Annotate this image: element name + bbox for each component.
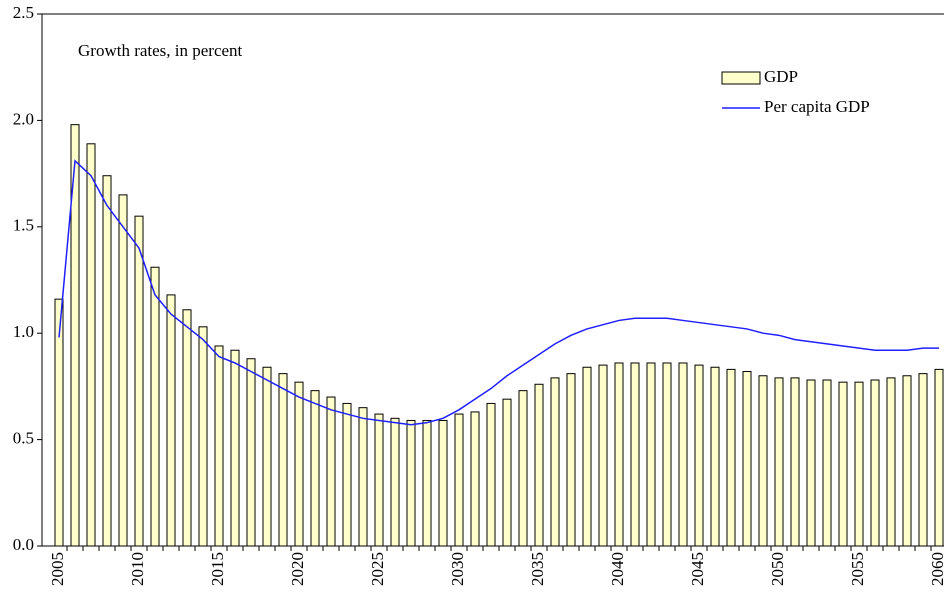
- bar: [294, 381, 304, 547]
- bar: [374, 413, 384, 547]
- bar: [630, 362, 640, 547]
- bar: [470, 411, 480, 547]
- bar: [598, 364, 608, 547]
- bar: [438, 419, 448, 547]
- bar: [54, 298, 64, 547]
- bar: [262, 366, 272, 547]
- bar: [582, 366, 592, 547]
- x-tick-label: 2045: [688, 552, 707, 586]
- bar: [310, 390, 320, 547]
- bar: [502, 398, 512, 547]
- bar: [134, 215, 144, 547]
- bar: [838, 381, 848, 547]
- legend-swatch: [721, 71, 761, 85]
- bar: [726, 368, 736, 547]
- bar: [902, 375, 912, 547]
- x-tick-label: 2020: [288, 552, 307, 586]
- x-tick-label: 2030: [448, 552, 467, 586]
- line: [58, 159, 939, 426]
- bar: [742, 371, 752, 547]
- bar: [102, 175, 112, 547]
- x-tick-label: 2015: [208, 552, 227, 586]
- bar: [422, 419, 432, 547]
- x-tick-label: 2025: [368, 552, 387, 586]
- legend-label: GDP: [764, 67, 798, 86]
- y-tick-label: 2.0: [13, 109, 34, 128]
- y-tick-label: 0.5: [13, 429, 34, 448]
- bar: [758, 375, 768, 547]
- bar: [166, 294, 176, 547]
- bar: [918, 373, 928, 547]
- legend-label: Per capita GDP: [764, 97, 870, 116]
- x-tick-label: 2035: [528, 552, 547, 586]
- bar: [454, 413, 464, 547]
- bar: [342, 402, 352, 547]
- y-tick-label: 1.0: [13, 322, 34, 341]
- x-tick-label: 2005: [48, 552, 67, 586]
- bar: [198, 326, 208, 547]
- bar: [774, 377, 784, 547]
- bar: [518, 390, 528, 547]
- annotation: Growth rates, in percent: [78, 41, 243, 60]
- y-tick-label: 0.0: [13, 535, 34, 554]
- bar: [614, 362, 624, 547]
- x-tick-label: 2040: [608, 552, 627, 586]
- bar: [326, 396, 336, 547]
- bar: [854, 381, 864, 547]
- bar: [934, 368, 944, 547]
- bar: [710, 366, 720, 547]
- bar: [678, 362, 688, 547]
- bar: [550, 377, 560, 547]
- y-tick-label: 2.5: [13, 3, 34, 22]
- bar: [646, 362, 656, 547]
- bar: [790, 377, 800, 547]
- bar: [246, 358, 256, 547]
- bar: [278, 373, 288, 547]
- bar: [230, 349, 240, 547]
- x-tick-label: 2060: [928, 552, 944, 586]
- bar: [70, 124, 80, 547]
- bar: [86, 143, 96, 547]
- bar: [870, 379, 880, 547]
- bar: [566, 373, 576, 547]
- bar: [486, 402, 496, 547]
- bar: [806, 379, 816, 547]
- bar: [214, 345, 224, 547]
- bar: [390, 417, 400, 547]
- x-tick-label: 2010: [128, 552, 147, 586]
- x-tick-label: 2055: [848, 552, 867, 586]
- bar: [886, 377, 896, 547]
- bar: [694, 364, 704, 547]
- bar: [118, 194, 128, 547]
- bar: [534, 383, 544, 547]
- bar: [358, 407, 368, 547]
- x-tick-label: 2050: [768, 552, 787, 586]
- bar: [662, 362, 672, 547]
- y-tick-label: 1.5: [13, 216, 34, 235]
- bar: [150, 266, 160, 547]
- bar: [406, 419, 416, 547]
- bar: [182, 309, 192, 547]
- bar: [822, 379, 832, 547]
